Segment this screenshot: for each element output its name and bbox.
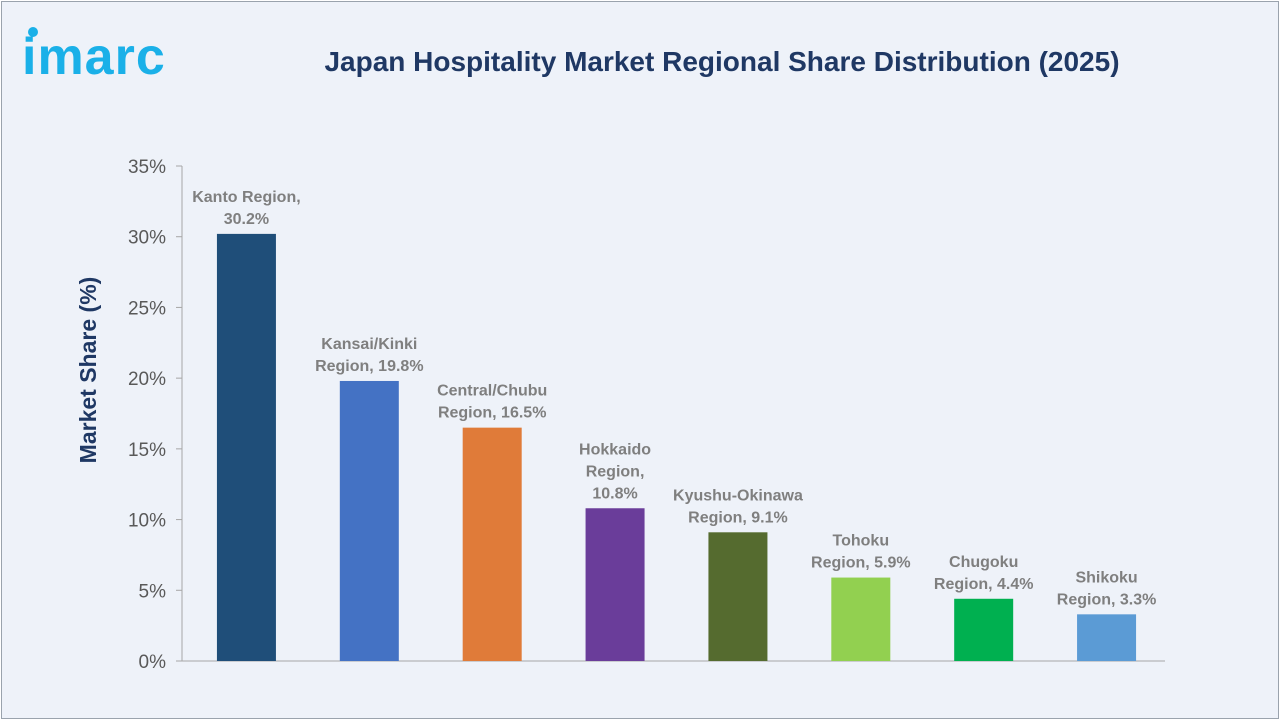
bar-data-label: Region, 5.9%	[811, 555, 911, 572]
y-tick-label: 15%	[128, 440, 166, 461]
y-tick-label: 10%	[128, 511, 166, 532]
bar	[1077, 614, 1137, 661]
y-axis-label: Market Share (%)	[75, 277, 101, 464]
bar-data-label: 30.2%	[224, 211, 269, 228]
y-tick-label: 0%	[139, 652, 167, 673]
y-tick-label: 25%	[128, 298, 166, 319]
axes: 0% 5% 10% 15% 20% 25% 30% 35%	[128, 157, 1165, 673]
data-labels: Kanto Region, 30.2% Kansai/Kinki Region, 19…	[192, 189, 1156, 608]
bar-data-label: Region, 4.4%	[934, 576, 1034, 593]
bar-data-label: Tohoku	[833, 533, 890, 550]
bar-data-label: Region, 16.5%	[438, 405, 546, 422]
logo-text: imarc	[22, 28, 166, 84]
bar	[462, 427, 522, 661]
bar	[216, 233, 276, 661]
bar	[585, 508, 645, 661]
bars	[216, 233, 1137, 661]
bar-data-label: Region, 3.3%	[1057, 591, 1157, 608]
bar-data-label: Hokkaido	[579, 441, 651, 458]
bar-data-label: Region,	[586, 463, 645, 480]
bar-data-label: Chugoku	[949, 554, 1018, 571]
imarc-logo: imarc	[22, 27, 166, 84]
bar-data-label: Kyushu-Okinawa	[673, 487, 803, 504]
bar	[954, 598, 1014, 661]
bar-data-label: Kansai/Kinki	[321, 336, 417, 353]
bar	[708, 532, 768, 661]
logo-dot	[28, 27, 38, 37]
bar-data-label: 10.8%	[592, 485, 637, 502]
bar-data-label: Region, 9.1%	[688, 509, 788, 526]
bar-data-label: Shikoku	[1075, 569, 1137, 586]
y-tick-label: 35%	[128, 157, 166, 178]
bar	[831, 577, 891, 661]
bar	[339, 380, 399, 661]
bar-data-label: Central/Chubu	[437, 383, 547, 400]
y-tick-label: 20%	[128, 369, 166, 390]
bar-data-label: Kanto Region,	[192, 189, 300, 206]
y-tick-label: 5%	[139, 581, 167, 602]
y-tick-label: 30%	[128, 228, 166, 249]
bar-data-label: Region, 19.8%	[315, 358, 423, 375]
chart-title: Japan Hospitality Market Regional Share …	[324, 46, 1120, 77]
